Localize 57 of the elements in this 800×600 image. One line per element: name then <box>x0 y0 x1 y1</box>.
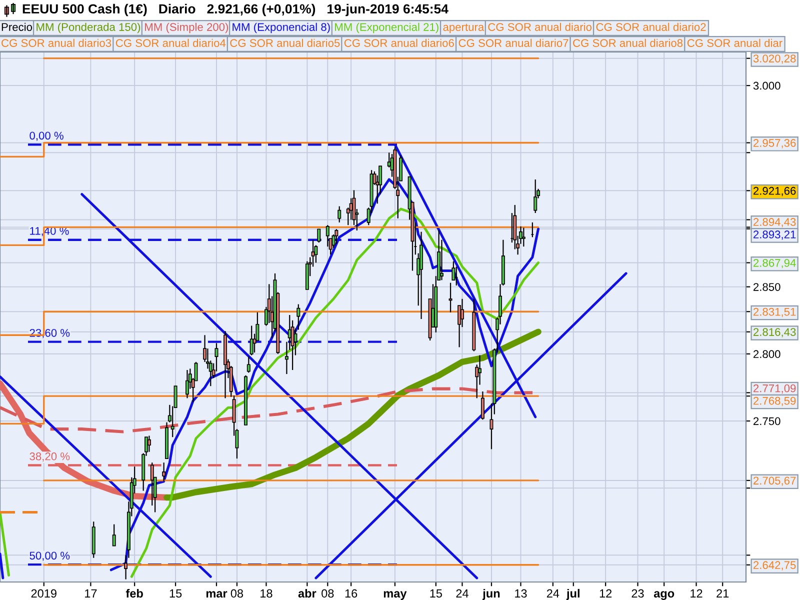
x-tick-label: 18 <box>260 589 272 598</box>
text: CG SOR anual diario <box>488 22 592 31</box>
x-tick-label: 15 <box>430 589 442 598</box>
x-tick-label: 15 <box>170 589 182 598</box>
annotation: 38,20 % <box>30 452 70 462</box>
text: CG SOR anual diario8 <box>573 38 683 47</box>
y-tick-label: 2.750 <box>754 417 780 426</box>
text: MM (Ponderada 150) <box>36 22 140 34</box>
text: apertura <box>443 24 484 34</box>
x-tick-label: may <box>384 591 407 600</box>
y-tick-label: 2.921,66 <box>754 186 796 196</box>
x-tick-label: mar <box>206 591 228 598</box>
y-tick-label: 2.768,59 <box>754 396 796 406</box>
text: MM (Simple 200) <box>145 22 228 34</box>
x-tick-label: jul <box>566 588 580 600</box>
x-tick-label: 12 <box>690 589 702 598</box>
x-tick-label: 12 <box>600 589 612 598</box>
legend-label: Precio <box>2 22 32 31</box>
chart-title: EEUU 500 Cash (1€) Diario 2.921,66 (+0,01%) 19-jun-2019 6:45:54 <box>22 4 448 16</box>
text: MM (Exponencial 8) <box>232 22 330 34</box>
text: CG SOR anual diario4 <box>116 38 226 47</box>
text: CG SOR anual diario6 <box>344 38 454 47</box>
y-tick-label: 2.894,43 <box>754 218 796 228</box>
x-tick-label: jun <box>482 588 500 600</box>
x-tick-label: ago <box>654 591 674 600</box>
x-tick-label: 24 <box>546 589 560 598</box>
x-tick-label: 13 <box>515 589 527 598</box>
y-tick-label: 2.850 <box>754 283 780 291</box>
y-tick-label: 2.800 <box>754 350 780 358</box>
x-tick-label: feb <box>126 588 143 598</box>
y-tick-label: 2.893,21 <box>754 230 796 240</box>
y-tick-label: 2.642,75 <box>754 561 796 570</box>
annotation: 50,00 % <box>30 552 70 561</box>
x-tick-label: 23 <box>632 589 644 598</box>
y-tick-label: 2.771,09 <box>754 384 796 394</box>
text: CG SOR anual diar <box>687 38 782 47</box>
x-tick-label: 21 <box>716 589 729 598</box>
y-tick-label: 3.000 <box>753 82 780 90</box>
annotation: 0,00 % <box>30 132 64 141</box>
text: CG SOR anual diario5 <box>230 38 340 47</box>
x-tick-label: 16 <box>345 589 358 598</box>
x-tick-label: abr <box>298 588 316 598</box>
x-tick-label: 2019 <box>31 589 56 598</box>
y-tick-label: 2.705,67 <box>754 476 796 486</box>
x-tick-label: 08 <box>230 589 244 598</box>
y-tick-label: 2.816,43 <box>754 328 796 338</box>
text: CG SOR anual diario3 <box>2 38 112 47</box>
text: CG SOR anual diario2 <box>596 22 706 31</box>
y-tick-label: 2.867,94 <box>754 259 796 268</box>
text: MM (Exponencial 21) <box>335 22 438 34</box>
text: CG SOR anual diario7 <box>458 38 568 47</box>
x-tick-label: 17 <box>85 589 97 598</box>
y-tick-label: 3.020,28 <box>753 54 796 64</box>
x-tick-label: 24 <box>456 589 468 598</box>
y-tick-label: 2.831,51 <box>754 308 796 318</box>
y-tick-label: 2.957,36 <box>754 139 796 148</box>
x-tick-label: 08 <box>322 589 334 598</box>
